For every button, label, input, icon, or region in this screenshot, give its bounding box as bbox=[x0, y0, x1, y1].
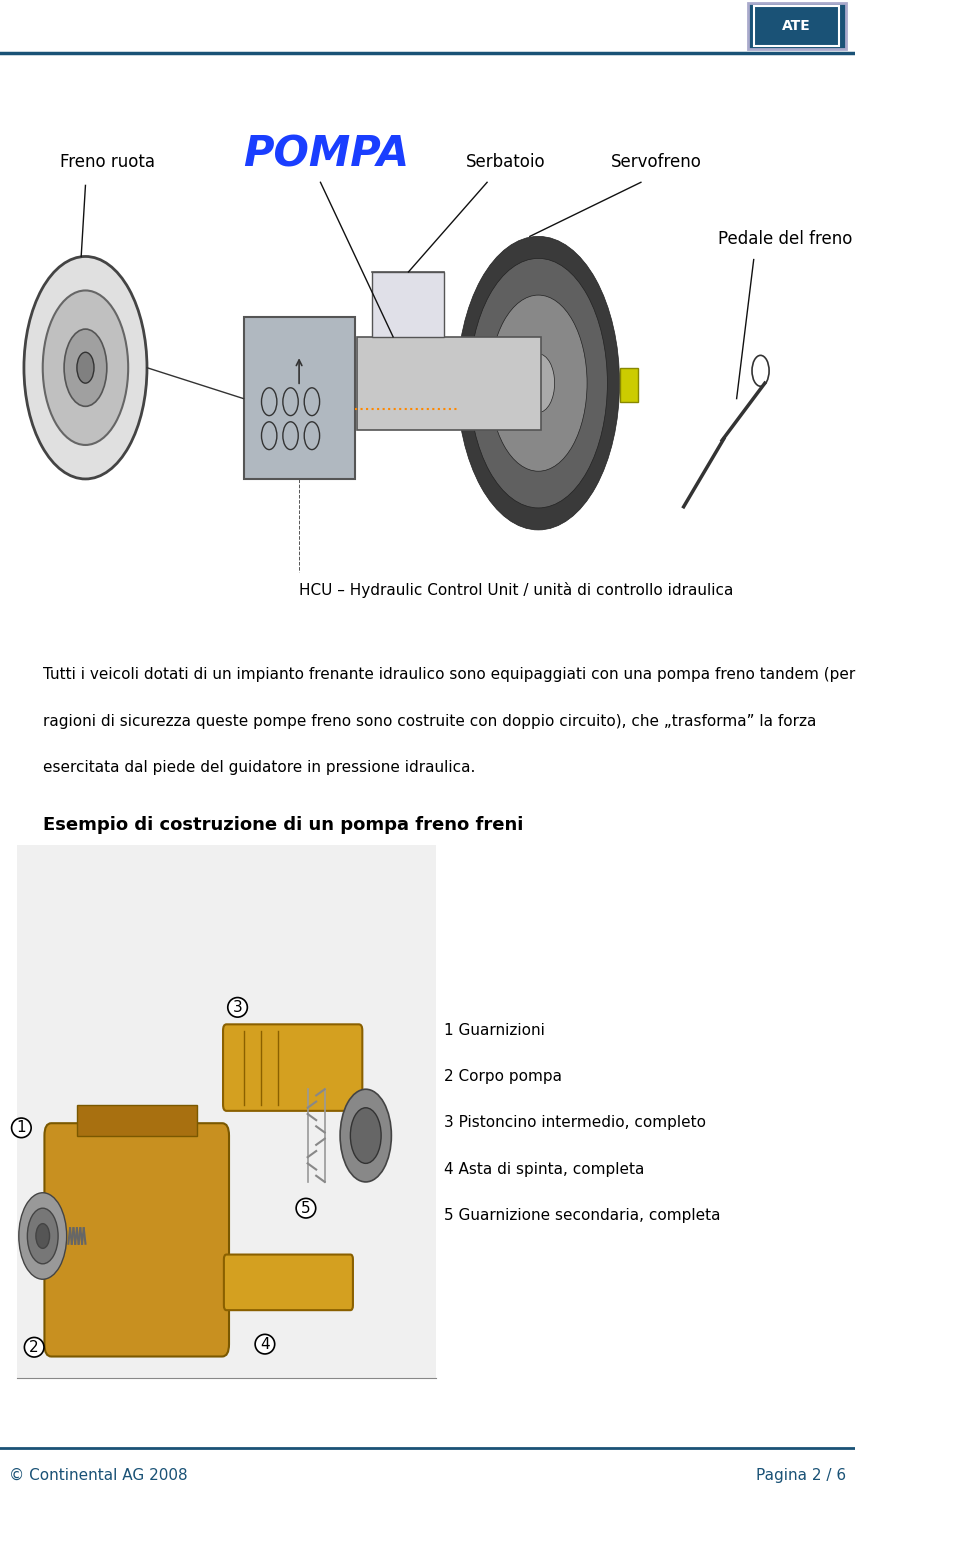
Text: Pedale del freno: Pedale del freno bbox=[718, 230, 852, 249]
FancyBboxPatch shape bbox=[224, 1255, 353, 1310]
Text: 2 Corpo pompa: 2 Corpo pompa bbox=[444, 1069, 563, 1085]
FancyBboxPatch shape bbox=[748, 3, 846, 49]
Text: Servofreno: Servofreno bbox=[611, 153, 702, 171]
Circle shape bbox=[64, 329, 107, 406]
Text: HCU – Hydraulic Control Unit / unità di controllo idraulica: HCU – Hydraulic Control Unit / unità di … bbox=[300, 582, 733, 598]
Circle shape bbox=[522, 354, 555, 413]
Text: 5 Guarnizione secondaria, completa: 5 Guarnizione secondaria, completa bbox=[444, 1208, 721, 1224]
Text: © Continental AG 2008: © Continental AG 2008 bbox=[9, 1468, 187, 1483]
Text: ATE: ATE bbox=[782, 19, 811, 34]
Circle shape bbox=[490, 295, 588, 471]
Text: Esempio di costruzione di un pompa freno freni: Esempio di costruzione di un pompa freno… bbox=[43, 816, 523, 834]
Text: 1 Guarnizioni: 1 Guarnizioni bbox=[444, 1023, 545, 1038]
Text: 3 Pistoncino intermedio, completo: 3 Pistoncino intermedio, completo bbox=[444, 1115, 707, 1131]
Text: ragioni di sicurezza queste pompe freno sono costruite con doppio circuito), che: ragioni di sicurezza queste pompe freno … bbox=[43, 714, 816, 729]
FancyBboxPatch shape bbox=[17, 845, 436, 1378]
FancyBboxPatch shape bbox=[754, 6, 839, 46]
Text: POMPA: POMPA bbox=[244, 133, 410, 176]
Circle shape bbox=[43, 290, 129, 445]
Text: 4: 4 bbox=[260, 1336, 270, 1352]
Text: 5: 5 bbox=[301, 1200, 311, 1216]
Text: 3: 3 bbox=[232, 1000, 243, 1015]
Circle shape bbox=[457, 236, 619, 530]
Circle shape bbox=[24, 256, 147, 479]
Text: Serbatoio: Serbatoio bbox=[466, 153, 545, 171]
FancyBboxPatch shape bbox=[619, 368, 638, 402]
Circle shape bbox=[350, 1108, 381, 1163]
Circle shape bbox=[19, 1193, 66, 1279]
FancyBboxPatch shape bbox=[357, 337, 540, 430]
FancyBboxPatch shape bbox=[372, 272, 444, 337]
Text: Pagina 2 / 6: Pagina 2 / 6 bbox=[756, 1468, 846, 1483]
FancyBboxPatch shape bbox=[9, 70, 846, 579]
Circle shape bbox=[36, 1224, 50, 1248]
Circle shape bbox=[340, 1089, 392, 1182]
Text: 4 Asta di spinta, completa: 4 Asta di spinta, completa bbox=[444, 1162, 645, 1177]
Circle shape bbox=[27, 1208, 59, 1264]
FancyBboxPatch shape bbox=[223, 1024, 362, 1111]
Text: Freno ruota: Freno ruota bbox=[60, 153, 155, 171]
Circle shape bbox=[469, 258, 608, 508]
FancyBboxPatch shape bbox=[244, 317, 354, 479]
FancyBboxPatch shape bbox=[77, 1105, 197, 1136]
FancyBboxPatch shape bbox=[44, 1123, 229, 1357]
Text: 2: 2 bbox=[30, 1340, 39, 1355]
Text: Tutti i veicoli dotati di un impianto frenante idraulico sono equipaggiati con u: Tutti i veicoli dotati di un impianto fr… bbox=[43, 667, 855, 683]
Text: esercitata dal piede del guidatore in pressione idraulica.: esercitata dal piede del guidatore in pr… bbox=[43, 760, 475, 776]
Text: 1: 1 bbox=[16, 1120, 26, 1136]
Circle shape bbox=[77, 352, 94, 383]
